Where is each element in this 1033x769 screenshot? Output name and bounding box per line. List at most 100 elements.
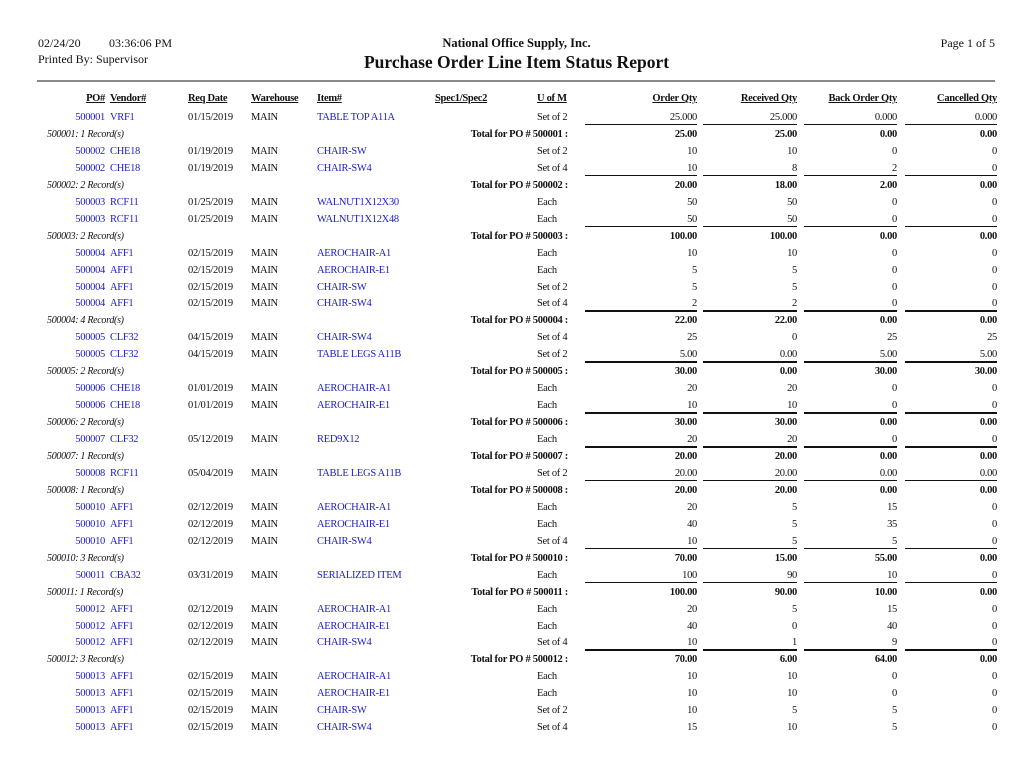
vendor[interactable]: AFF1 [110,281,134,293]
order-qty: 2 [692,298,697,310]
item[interactable]: CHAIR-SW [317,705,367,717]
vendor[interactable]: AFF1 [110,603,134,615]
item[interactable]: AEROCHAIR-A1 [317,247,391,259]
item[interactable]: CHAIR-SW4 [317,535,372,547]
item[interactable]: AEROCHAIR-A1 [317,671,391,683]
table-row: 500005 CLF32 04/15/2019 MAIN CHAIR-SW4 Set of… [0,330,1033,345]
back-order-qty: 0 [892,196,897,208]
po-number[interactable]: 500013 [75,688,105,700]
po-number[interactable]: 500001 [75,112,105,123]
vendor[interactable]: CBA32 [110,569,141,581]
table-row: 500006 CHE18 01/01/2019 MAIN AEROCHAIR-E1 Eac… [0,398,1033,413]
vendor[interactable]: AFF1 [110,518,134,530]
po-number[interactable]: 500012 [75,637,105,649]
warehouse: MAIN [251,722,278,734]
vendor[interactable]: CHE18 [110,383,141,395]
record-count: 500004: 4 Record(s) [47,315,124,327]
back-order-qty: 5 [892,535,897,547]
table-row: 500004 AFF1 02/15/2019 MAIN AEROCHAIR-A1 Each… [0,246,1033,261]
received-qty: 0.00 [779,349,797,361]
vendor[interactable]: AFF1 [110,501,134,513]
total-label: Total for PO # 500005 : [470,366,569,378]
vendor[interactable]: CHE18 [110,145,141,157]
vendor[interactable]: AFF1 [110,688,134,700]
vendor[interactable]: RCF11 [110,467,139,479]
po-number[interactable]: 500010 [75,518,105,530]
po-number[interactable]: 500004 [75,264,105,276]
item[interactable]: CHAIR-SW4 [317,298,372,310]
item[interactable]: CHAIR-SW [317,145,367,157]
item[interactable]: AEROCHAIR-A1 [317,501,391,513]
po-number[interactable]: 500010 [75,535,105,547]
item[interactable]: CHAIR-SW4 [317,162,372,174]
po-number[interactable]: 500005 [75,332,105,344]
item[interactable]: WALNUT1X12X48 [317,213,399,225]
vendor[interactable]: AFF1 [110,535,134,547]
total-order-qty: 30.00 [674,417,697,429]
vendor[interactable]: RCF11 [110,213,139,225]
po-number[interactable]: 500006 [75,400,105,412]
vendor[interactable]: RCF11 [110,196,139,208]
item[interactable]: CHAIR-SW [317,281,367,293]
po-number[interactable]: 500007 [75,434,105,446]
warehouse: MAIN [251,705,278,717]
vendor[interactable]: AFF1 [110,722,134,734]
po-number[interactable]: 500013 [75,671,105,683]
po-number[interactable]: 500013 [75,705,105,717]
item[interactable]: RED9X12 [317,434,360,446]
cancelled-qty: 0 [992,213,997,225]
po-number[interactable]: 500012 [75,603,105,615]
vendor[interactable]: CLF32 [110,434,139,446]
po-number[interactable]: 500004 [75,247,105,259]
item[interactable]: SERIALIZED ITEM [317,569,402,581]
item[interactable]: AEROCHAIR-A1 [317,383,391,395]
po-number[interactable]: 500011 [75,569,106,581]
item[interactable]: TABLE LEGS A11B [317,349,402,361]
item[interactable]: AEROCHAIR-E1 [317,620,390,632]
vendor[interactable]: CHE18 [110,162,141,174]
item[interactable]: AEROCHAIR-E1 [317,688,390,700]
item[interactable]: TABLE TOP A11A [317,112,395,123]
order-qty: 25 [687,332,697,344]
item[interactable]: AEROCHAIR-E1 [317,400,390,412]
po-number[interactable]: 500013 [75,722,105,734]
item[interactable]: CHAIR-SW4 [317,332,372,344]
item[interactable]: CHAIR-SW4 [317,722,372,734]
item[interactable]: TABLE LEGS A11B [317,467,402,479]
po-number[interactable]: 500012 [75,620,105,632]
po-number[interactable]: 500003 [75,196,105,208]
total-order-qty: 25.00 [674,128,697,140]
po-number[interactable]: 500008 [75,467,105,479]
po-number[interactable]: 500003 [75,213,105,225]
table-row: 500010 AFF1 02/12/2019 MAIN CHAIR-SW4 Set of … [0,534,1033,549]
item[interactable]: AEROCHAIR-A1 [317,603,391,615]
vendor[interactable]: CHE18 [110,400,141,412]
vendor[interactable]: AFF1 [110,247,134,259]
item[interactable]: WALNUT1X12X30 [317,196,399,208]
vendor[interactable]: AFF1 [110,620,134,632]
received-qty: 10 [787,247,797,259]
company-name: National Office Supply, Inc. [442,36,591,50]
vendor[interactable]: AFF1 [110,264,134,276]
item[interactable]: AEROCHAIR-E1 [317,264,390,276]
uom: Each [537,501,557,513]
vendor[interactable]: AFF1 [110,637,134,649]
vendor[interactable]: AFF1 [110,298,134,310]
po-number[interactable]: 500006 [75,383,105,395]
vendor[interactable]: VRF1 [110,112,135,123]
vendor[interactable]: CLF32 [110,349,139,361]
vendor[interactable]: AFF1 [110,705,134,717]
vendor[interactable]: AFF1 [110,671,134,683]
po-number[interactable]: 500005 [75,349,105,361]
total-divider [703,446,797,448]
po-number[interactable]: 500004 [75,298,105,310]
po-number[interactable]: 500002 [75,145,105,157]
group-summary-row: 500012: 3 Record(s) Total for PO # 500012… [0,649,1033,667]
item[interactable]: CHAIR-SW4 [317,637,372,649]
record-count: 500007: 1 Record(s) [47,451,124,462]
item[interactable]: AEROCHAIR-E1 [317,518,390,530]
po-number[interactable]: 500004 [75,281,105,293]
po-number[interactable]: 500002 [75,162,105,174]
vendor[interactable]: CLF32 [110,332,139,344]
po-number[interactable]: 500010 [75,501,105,513]
